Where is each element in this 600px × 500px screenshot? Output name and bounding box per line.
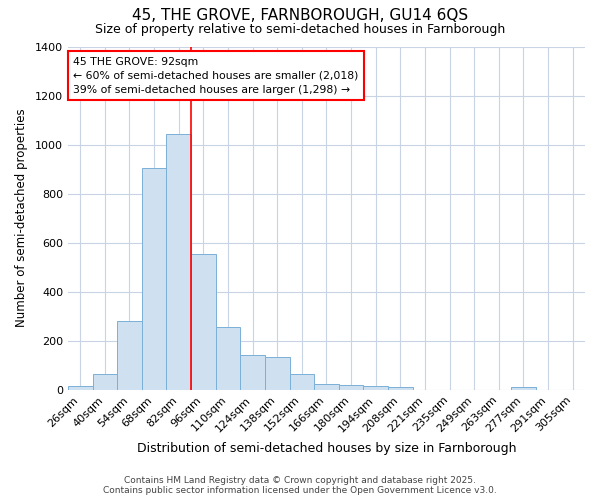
Bar xyxy=(142,168,166,390)
Bar xyxy=(92,374,117,390)
Y-axis label: Number of semi-detached properties: Number of semi-detached properties xyxy=(15,109,28,328)
Bar xyxy=(215,328,240,390)
Bar xyxy=(339,385,364,390)
Bar xyxy=(68,386,92,390)
Bar xyxy=(388,388,413,390)
Bar xyxy=(191,254,215,390)
Bar xyxy=(314,384,339,390)
Text: 45 THE GROVE: 92sqm
← 60% of semi-detached houses are smaller (2,018)
39% of sem: 45 THE GROVE: 92sqm ← 60% of semi-detach… xyxy=(73,57,358,95)
Bar xyxy=(265,356,290,390)
Bar xyxy=(166,134,191,390)
Text: Contains HM Land Registry data © Crown copyright and database right 2025.
Contai: Contains HM Land Registry data © Crown c… xyxy=(103,476,497,495)
Text: 45, THE GROVE, FARNBOROUGH, GU14 6QS: 45, THE GROVE, FARNBOROUGH, GU14 6QS xyxy=(132,8,468,22)
Bar xyxy=(290,374,314,390)
Bar xyxy=(240,356,265,390)
Text: Size of property relative to semi-detached houses in Farnborough: Size of property relative to semi-detach… xyxy=(95,22,505,36)
Bar xyxy=(511,388,536,390)
Bar xyxy=(364,386,388,390)
X-axis label: Distribution of semi-detached houses by size in Farnborough: Distribution of semi-detached houses by … xyxy=(137,442,516,455)
Bar xyxy=(117,321,142,390)
